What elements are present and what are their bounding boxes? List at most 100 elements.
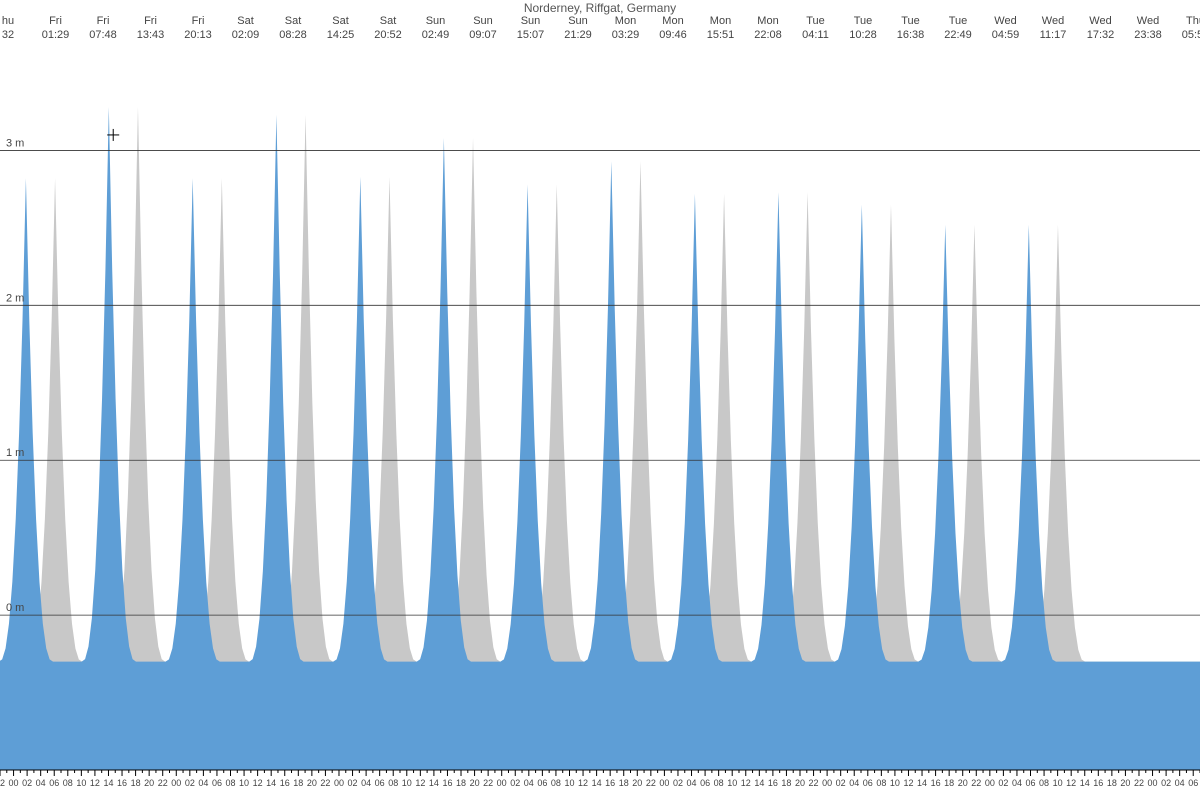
- x-tick-label: 18: [1107, 778, 1117, 788]
- tide-event-day: Wed: [1137, 15, 1159, 27]
- tide-event-time: 13:43: [137, 29, 165, 41]
- x-tick-label: 00: [659, 778, 669, 788]
- x-tick-label: 22: [1134, 778, 1144, 788]
- x-tick-label: 20: [795, 778, 805, 788]
- tide-event-time: 22:08: [754, 29, 782, 41]
- x-tick-label: 22: [320, 778, 330, 788]
- x-tick-label: 02: [673, 778, 683, 788]
- x-tick-label: 08: [388, 778, 398, 788]
- tide-event-day: Tue: [806, 15, 825, 27]
- tide-event-time: 10:28: [849, 29, 877, 41]
- x-tick-label: 04: [524, 778, 534, 788]
- tide-event-time: 07:48: [89, 29, 117, 41]
- x-tick-label: 08: [1039, 778, 1049, 788]
- x-tick-label: 08: [551, 778, 561, 788]
- x-tick-label: 16: [280, 778, 290, 788]
- tide-event-day: Thu: [1186, 15, 1200, 27]
- x-tick-label: 00: [822, 778, 832, 788]
- tide-event-day: Mon: [615, 15, 636, 27]
- tide-event-day: Sat: [380, 15, 397, 27]
- x-tick-label: 22: [971, 778, 981, 788]
- x-tick-label: 14: [1080, 778, 1090, 788]
- tide-event-day: Fri: [192, 15, 205, 27]
- tide-event-time: 05:55: [1182, 29, 1200, 41]
- x-tick-label: 16: [442, 778, 452, 788]
- tide-event-time: 03:29: [612, 29, 640, 41]
- tide-event-day: Sat: [332, 15, 349, 27]
- x-tick-label: 06: [212, 778, 222, 788]
- x-tick-label: 16: [931, 778, 941, 788]
- x-tick-label: 22: [809, 778, 819, 788]
- x-tick-label: 12: [253, 778, 263, 788]
- tide-event-day: Tue: [854, 15, 873, 27]
- tide-event-time: 11:17: [1040, 29, 1067, 41]
- x-tick-label: 18: [944, 778, 954, 788]
- tide-event-day: Sat: [237, 15, 254, 27]
- y-tick-label: 3 m: [6, 137, 24, 149]
- x-tick-label: 02: [998, 778, 1008, 788]
- x-tick-label: 02: [348, 778, 358, 788]
- x-tick-label: 10: [890, 778, 900, 788]
- x-tick-label: 14: [266, 778, 276, 788]
- tide-event-time: 04:59: [992, 29, 1020, 41]
- tide-event-day: Mon: [710, 15, 731, 27]
- x-tick-label: 10: [564, 778, 574, 788]
- x-tick-label: 08: [63, 778, 73, 788]
- x-tick-label: 02: [185, 778, 195, 788]
- tide-event-day: Sun: [426, 15, 446, 27]
- x-tick-label: 04: [361, 778, 371, 788]
- tide-event-time: 20:52: [374, 29, 402, 41]
- x-tick-label: 12: [741, 778, 751, 788]
- x-tick-label: 06: [863, 778, 873, 788]
- tide-event-day: Wed: [994, 15, 1016, 27]
- tide-event-time: 17:32: [1087, 29, 1115, 41]
- x-tick-label: 16: [768, 778, 778, 788]
- tide-event-time: 16:38: [897, 29, 925, 41]
- tide-event-day: Fri: [97, 15, 110, 27]
- tide-event-time: 22:49: [944, 29, 972, 41]
- x-tick-label: 10: [402, 778, 412, 788]
- x-tick-label: 04: [849, 778, 859, 788]
- x-tick-label: 02: [1161, 778, 1171, 788]
- x-tick-label: 14: [429, 778, 439, 788]
- chart-title: Norderney, Riffgat, Germany: [524, 1, 676, 15]
- x-tick-label: 14: [917, 778, 927, 788]
- tide-event-time: 20:13: [184, 29, 212, 41]
- x-tick-label: 12: [1066, 778, 1076, 788]
- x-tick-label: 04: [198, 778, 208, 788]
- x-tick-label: 00: [497, 778, 507, 788]
- tide-event-time: 09:46: [659, 29, 687, 41]
- x-tick-label: 20: [144, 778, 154, 788]
- x-tick-label: 18: [131, 778, 141, 788]
- tide-event-day: Wed: [1089, 15, 1111, 27]
- tide-event-day: Sat: [285, 15, 302, 27]
- tide-event-time: 32: [2, 29, 14, 41]
- x-tick-label: 10: [239, 778, 249, 788]
- tide-event-time: 14:25: [327, 29, 355, 41]
- x-tick-label: 02: [510, 778, 520, 788]
- tide-event-time: 02:09: [232, 29, 260, 41]
- tide-event-day: Tue: [901, 15, 920, 27]
- x-tick-label: 00: [9, 778, 19, 788]
- x-tick-label: 20: [958, 778, 968, 788]
- x-tick-label: 06: [700, 778, 710, 788]
- x-tick-label: 22: [646, 778, 656, 788]
- x-tick-label: 04: [687, 778, 697, 788]
- x-tick-label: 20: [1120, 778, 1130, 788]
- tide-chart: 0 m1 m2 m3 mNorderney, Riffgat, Germanyh…: [0, 0, 1200, 800]
- x-tick-label: 12: [90, 778, 100, 788]
- tide-event-time: 15:07: [517, 29, 545, 41]
- x-tick-label: 14: [103, 778, 113, 788]
- x-tick-label: 06: [49, 778, 59, 788]
- x-tick-label: 02: [836, 778, 846, 788]
- tide-event-time: 09:07: [469, 29, 497, 41]
- tide-event-day: Sun: [521, 15, 541, 27]
- x-tick-label: 20: [470, 778, 480, 788]
- x-tick-label: 16: [1093, 778, 1103, 788]
- x-tick-label: 22: [483, 778, 493, 788]
- x-tick-label: 12: [903, 778, 913, 788]
- x-tick-label: 08: [714, 778, 724, 788]
- tide-event-time: 01:29: [42, 29, 70, 41]
- x-tick-label: 16: [117, 778, 127, 788]
- x-tick-label: 10: [727, 778, 737, 788]
